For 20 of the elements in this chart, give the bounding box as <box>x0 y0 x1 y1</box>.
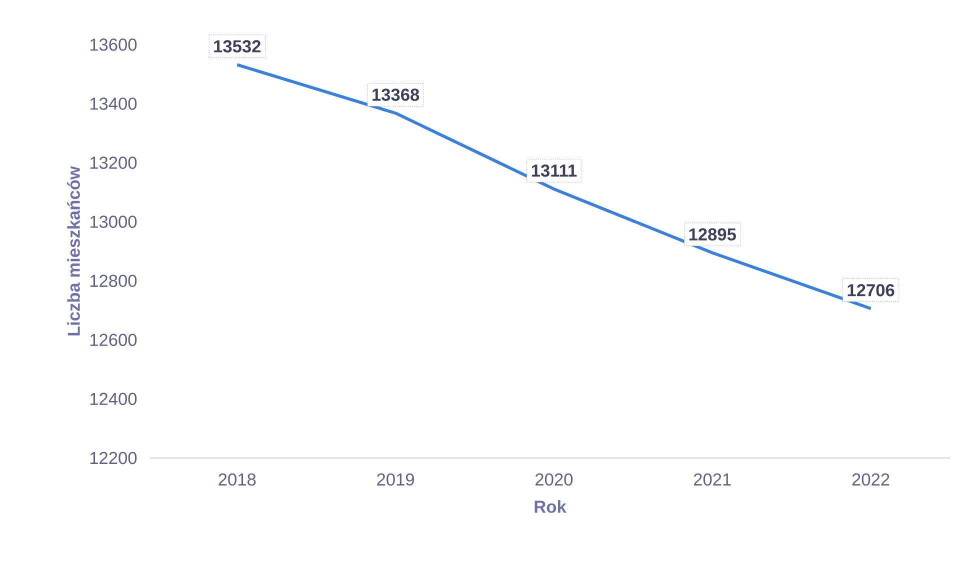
y-tick-label: 13400 <box>90 98 137 110</box>
x-axis-title: Rok <box>534 500 566 513</box>
data-label: 13532 <box>214 40 261 52</box>
x-tick-label: 2018 <box>218 473 256 486</box>
y-tick-label: 12400 <box>90 392 137 406</box>
x-tick-label: 2021 <box>694 473 731 486</box>
data-label: 12895 <box>689 228 736 241</box>
y-tick-label: 13200 <box>90 156 137 169</box>
x-tick-label: 2019 <box>377 473 414 486</box>
data-label: 13368 <box>372 88 420 101</box>
y-axis-title: Liczba mieszkańców <box>67 166 80 336</box>
x-tick-label: 2020 <box>536 473 573 486</box>
y-tick-label: 12600 <box>90 334 137 346</box>
x-tick-label: 2022 <box>852 473 890 486</box>
data-label: 12706 <box>848 284 894 296</box>
y-tick-label: 12200 <box>90 452 137 464</box>
data-label: 13111 <box>532 164 577 177</box>
y-tick-label: 13000 <box>90 216 137 228</box>
y-tick-label: 12800 <box>90 274 137 287</box>
y-tick-label: 13600 <box>90 38 137 51</box>
